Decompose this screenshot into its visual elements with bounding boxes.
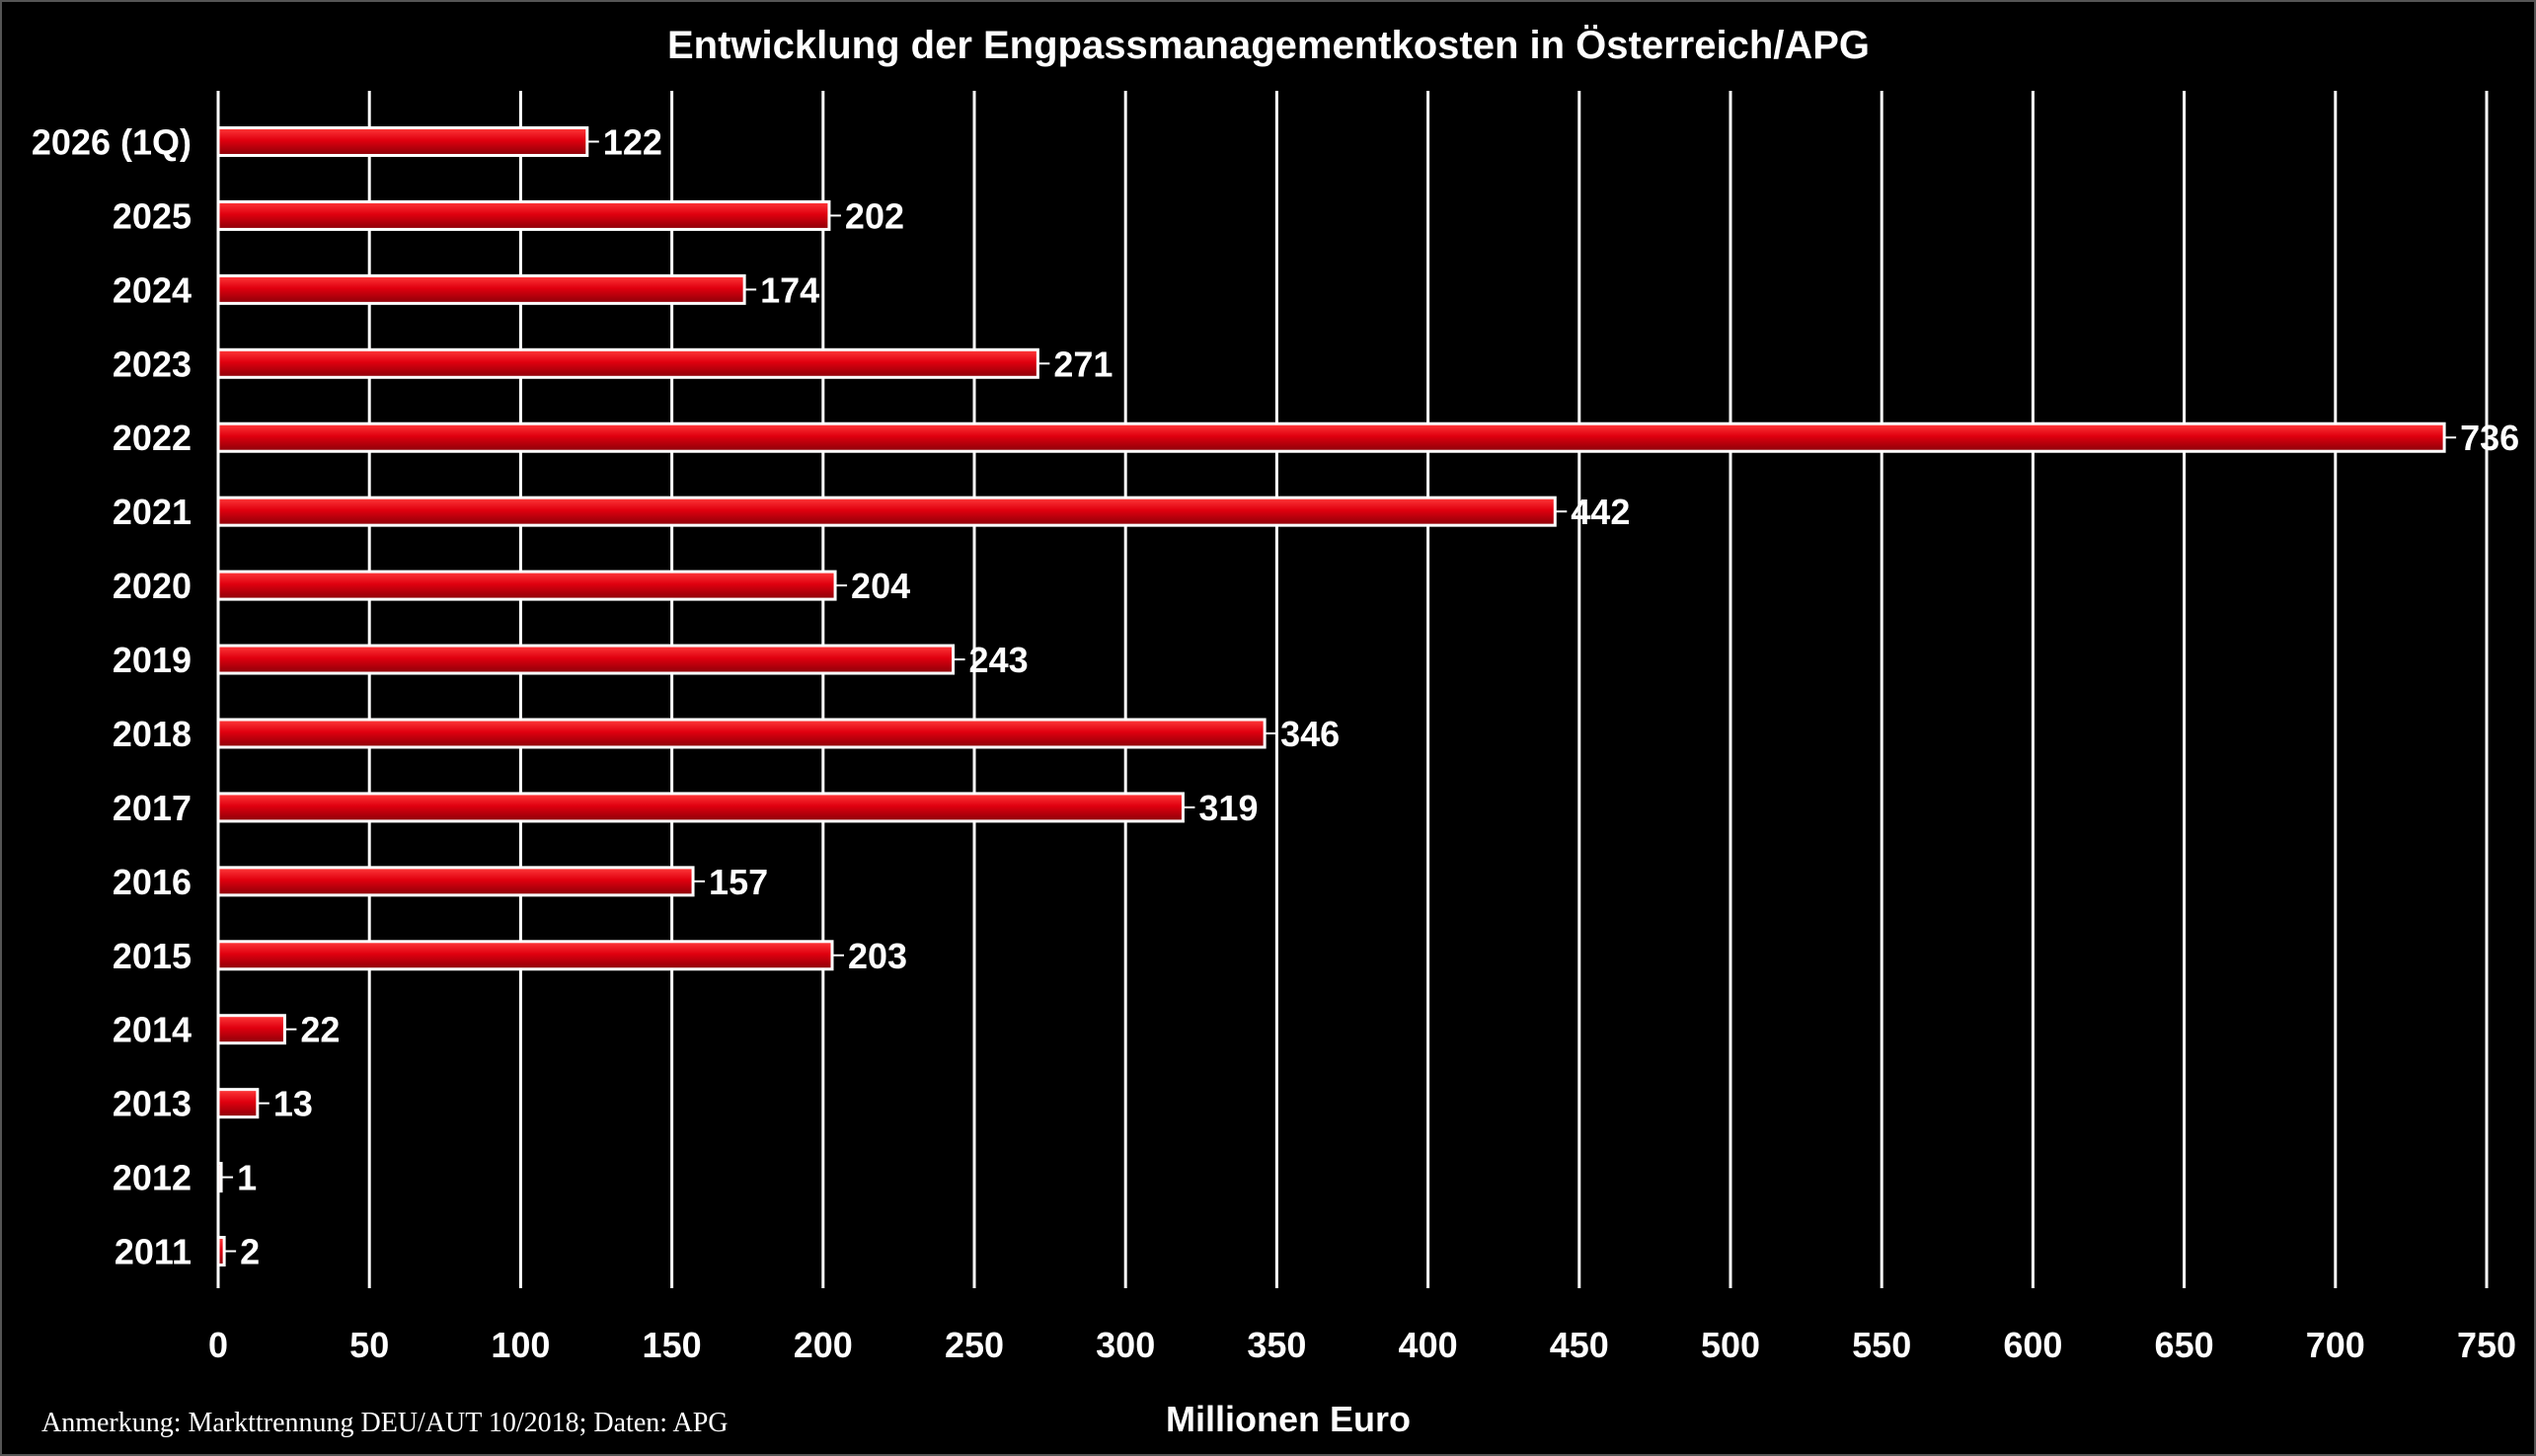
value-label: 13 xyxy=(273,1084,313,1124)
value-label: 442 xyxy=(1571,492,1630,532)
bar xyxy=(216,421,2446,453)
category-label: 2012 xyxy=(113,1158,192,1198)
category-label: 2026 (1Q) xyxy=(32,121,192,162)
value-label: 122 xyxy=(603,121,662,162)
bar xyxy=(216,792,1185,823)
x-tick-label: 150 xyxy=(643,1325,702,1365)
bar xyxy=(216,718,1267,749)
bar xyxy=(216,644,956,675)
value-label: 243 xyxy=(969,640,1029,680)
category-label: 2024 xyxy=(113,269,192,310)
category-label: 2022 xyxy=(113,418,192,458)
x-tick-label: 700 xyxy=(2306,1325,2365,1365)
x-tick-label: 650 xyxy=(2155,1325,2214,1365)
category-label: 2019 xyxy=(113,640,192,680)
x-tick-label: 50 xyxy=(349,1325,389,1365)
value-label: 22 xyxy=(300,1010,340,1050)
x-tick-label: 400 xyxy=(1399,1325,1458,1365)
category-labels: 2026 (1Q) 2025 2024 2023 2022 2021 2020 2019 201… xyxy=(32,121,192,1271)
category-label: 2017 xyxy=(113,788,192,828)
x-tick-label: 450 xyxy=(1550,1325,1609,1365)
bar xyxy=(216,1088,260,1119)
category-label: 2020 xyxy=(113,566,192,606)
category-label: 2018 xyxy=(113,714,192,754)
category-label: 2014 xyxy=(113,1010,192,1050)
bar xyxy=(216,347,1039,379)
bar xyxy=(216,866,695,897)
value-label: 174 xyxy=(760,269,819,310)
grid-layer xyxy=(216,91,2489,1288)
bar xyxy=(216,273,746,305)
category-label: 2013 xyxy=(113,1084,192,1124)
value-label: 319 xyxy=(1198,788,1258,828)
value-label: 736 xyxy=(2460,418,2519,458)
x-axis-label: Millionen Euro xyxy=(1166,1399,1411,1439)
x-tick-label: 750 xyxy=(2457,1325,2516,1365)
bar xyxy=(216,1014,286,1045)
bar xyxy=(216,125,589,157)
value-label: 204 xyxy=(851,566,910,606)
x-tick-label: 100 xyxy=(491,1325,550,1365)
bar xyxy=(216,496,1557,527)
category-label: 2023 xyxy=(113,344,192,384)
chart-title: Entwicklung der Engpassmanagementkosten … xyxy=(667,23,1870,67)
value-label: 1 xyxy=(237,1158,257,1198)
x-tick-label: 0 xyxy=(208,1325,228,1365)
value-label: 157 xyxy=(709,862,768,902)
category-label: 2015 xyxy=(113,936,192,976)
x-tick-label: 600 xyxy=(2003,1325,2062,1365)
x-tick-label: 350 xyxy=(1247,1325,1306,1365)
x-tick-label: 200 xyxy=(794,1325,853,1365)
bar xyxy=(216,570,837,601)
category-label: 2025 xyxy=(113,195,192,236)
bar xyxy=(216,940,834,971)
value-label: 271 xyxy=(1053,344,1113,384)
category-label: 2021 xyxy=(113,492,192,532)
value-label: 346 xyxy=(1280,714,1340,754)
bar xyxy=(216,1162,223,1193)
value-label: 2 xyxy=(240,1232,260,1272)
value-label: 202 xyxy=(845,195,904,236)
x-tick-label: 250 xyxy=(945,1325,1004,1365)
x-tick-label: 500 xyxy=(1701,1325,1760,1365)
x-tick-label: 300 xyxy=(1096,1325,1155,1365)
category-label: 2016 xyxy=(113,862,192,902)
x-tick-label: 550 xyxy=(1852,1325,1911,1365)
value-label: 203 xyxy=(848,936,907,976)
bar xyxy=(216,199,831,231)
bars-layer: 122 202 174 271 736 442 204 243 346 319 157 203 22 13… xyxy=(216,121,2519,1272)
bar xyxy=(216,1236,226,1267)
x-tick-labels: 0 50 100 150 200 250 300 350 400 450 500 550 600 650 7… xyxy=(208,1325,2516,1365)
source-note: Anmerkung: Markttrennung DEU/AUT 10/2018… xyxy=(41,1408,729,1438)
category-label: 2011 xyxy=(115,1232,192,1272)
